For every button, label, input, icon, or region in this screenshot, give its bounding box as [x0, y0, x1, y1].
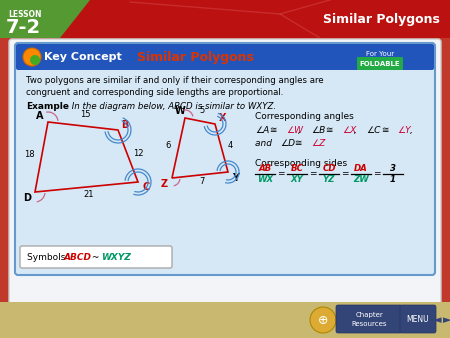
Circle shape: [23, 48, 41, 66]
Text: LESSON: LESSON: [8, 10, 41, 19]
Text: 5: 5: [199, 106, 205, 115]
Text: ∠Z: ∠Z: [311, 139, 325, 148]
Circle shape: [30, 55, 40, 65]
Text: In the diagram below, ABCD is similar to WXYZ.: In the diagram below, ABCD is similar to…: [69, 102, 276, 111]
Text: 1: 1: [390, 175, 396, 184]
Text: Similar Polygons: Similar Polygons: [136, 50, 253, 64]
FancyBboxPatch shape: [15, 43, 435, 275]
FancyBboxPatch shape: [20, 246, 172, 268]
Bar: [0, 302, 450, 338]
Text: ,: ,: [354, 126, 360, 135]
Text: Key Concept: Key Concept: [44, 52, 122, 62]
Text: Z: Z: [161, 179, 167, 189]
FancyBboxPatch shape: [9, 39, 441, 305]
Text: Corresponding sides: Corresponding sides: [255, 159, 347, 168]
Text: DA: DA: [354, 164, 368, 173]
FancyBboxPatch shape: [16, 44, 434, 70]
Text: ⊕: ⊕: [318, 314, 328, 327]
Text: Symbols: Symbols: [27, 252, 68, 262]
Text: Y: Y: [233, 173, 239, 183]
Text: ∠D: ∠D: [280, 139, 295, 148]
Text: =: =: [309, 169, 317, 178]
FancyBboxPatch shape: [336, 305, 402, 333]
Text: 7: 7: [199, 177, 205, 186]
Text: AB: AB: [258, 164, 272, 173]
Text: 15: 15: [80, 110, 90, 119]
Text: ~: ~: [89, 252, 102, 262]
Text: WX: WX: [257, 175, 273, 184]
Text: CD: CD: [322, 164, 336, 173]
Text: congruent and corresponding side lengths are proportional.: congruent and corresponding side lengths…: [26, 88, 284, 97]
Text: ≅: ≅: [379, 126, 392, 135]
Text: 3: 3: [390, 164, 396, 173]
Text: BC: BC: [291, 164, 303, 173]
Text: Resources: Resources: [351, 321, 387, 327]
Text: =: =: [373, 169, 381, 178]
Text: A: A: [36, 111, 44, 121]
Text: ∠W: ∠W: [286, 126, 303, 135]
Text: ∠B: ∠B: [311, 126, 325, 135]
Circle shape: [310, 307, 336, 333]
Text: WXYZ: WXYZ: [101, 252, 131, 262]
Text: For Your: For Your: [366, 51, 394, 57]
Text: X: X: [219, 113, 227, 123]
Text: =: =: [277, 169, 285, 178]
Text: ∠Y: ∠Y: [398, 126, 411, 135]
FancyBboxPatch shape: [400, 305, 436, 333]
Polygon shape: [0, 0, 90, 38]
Text: ABCD: ABCD: [64, 252, 92, 262]
Text: 21: 21: [83, 190, 94, 199]
Text: ≅: ≅: [292, 139, 306, 148]
Text: ,: ,: [410, 126, 413, 135]
Text: Corresponding angles: Corresponding angles: [255, 112, 354, 121]
FancyBboxPatch shape: [357, 57, 403, 70]
Text: C: C: [142, 182, 149, 192]
Text: Example: Example: [26, 102, 69, 111]
Text: ZW: ZW: [353, 175, 369, 184]
Text: MENU: MENU: [407, 314, 429, 323]
Text: ∠X: ∠X: [342, 126, 356, 135]
Text: ∠C: ∠C: [367, 126, 381, 135]
Text: B: B: [122, 120, 129, 130]
Text: ≅: ≅: [323, 126, 337, 135]
Text: and: and: [255, 139, 275, 148]
Text: 7-2: 7-2: [6, 18, 41, 37]
Text: ∠A: ∠A: [255, 126, 269, 135]
Text: Similar Polygons: Similar Polygons: [323, 13, 440, 25]
Text: 6: 6: [166, 141, 171, 150]
Text: W: W: [175, 106, 185, 116]
Text: ,: ,: [298, 126, 304, 135]
Text: XY: XY: [291, 175, 303, 184]
Text: 12: 12: [133, 149, 143, 158]
Text: 18: 18: [24, 150, 35, 159]
Text: =: =: [341, 169, 349, 178]
Text: ◄: ◄: [433, 315, 441, 325]
Text: D: D: [23, 193, 31, 203]
Bar: [0, 0, 450, 38]
Text: FOLDABLE: FOLDABLE: [360, 61, 400, 67]
Text: ►: ►: [443, 315, 450, 325]
Text: ≅: ≅: [267, 126, 281, 135]
Text: YZ: YZ: [323, 175, 335, 184]
Text: 4: 4: [228, 141, 233, 150]
Text: Chapter: Chapter: [355, 312, 383, 318]
Text: Two polygons are similar if and only if their corresponding angles are: Two polygons are similar if and only if …: [26, 76, 324, 85]
